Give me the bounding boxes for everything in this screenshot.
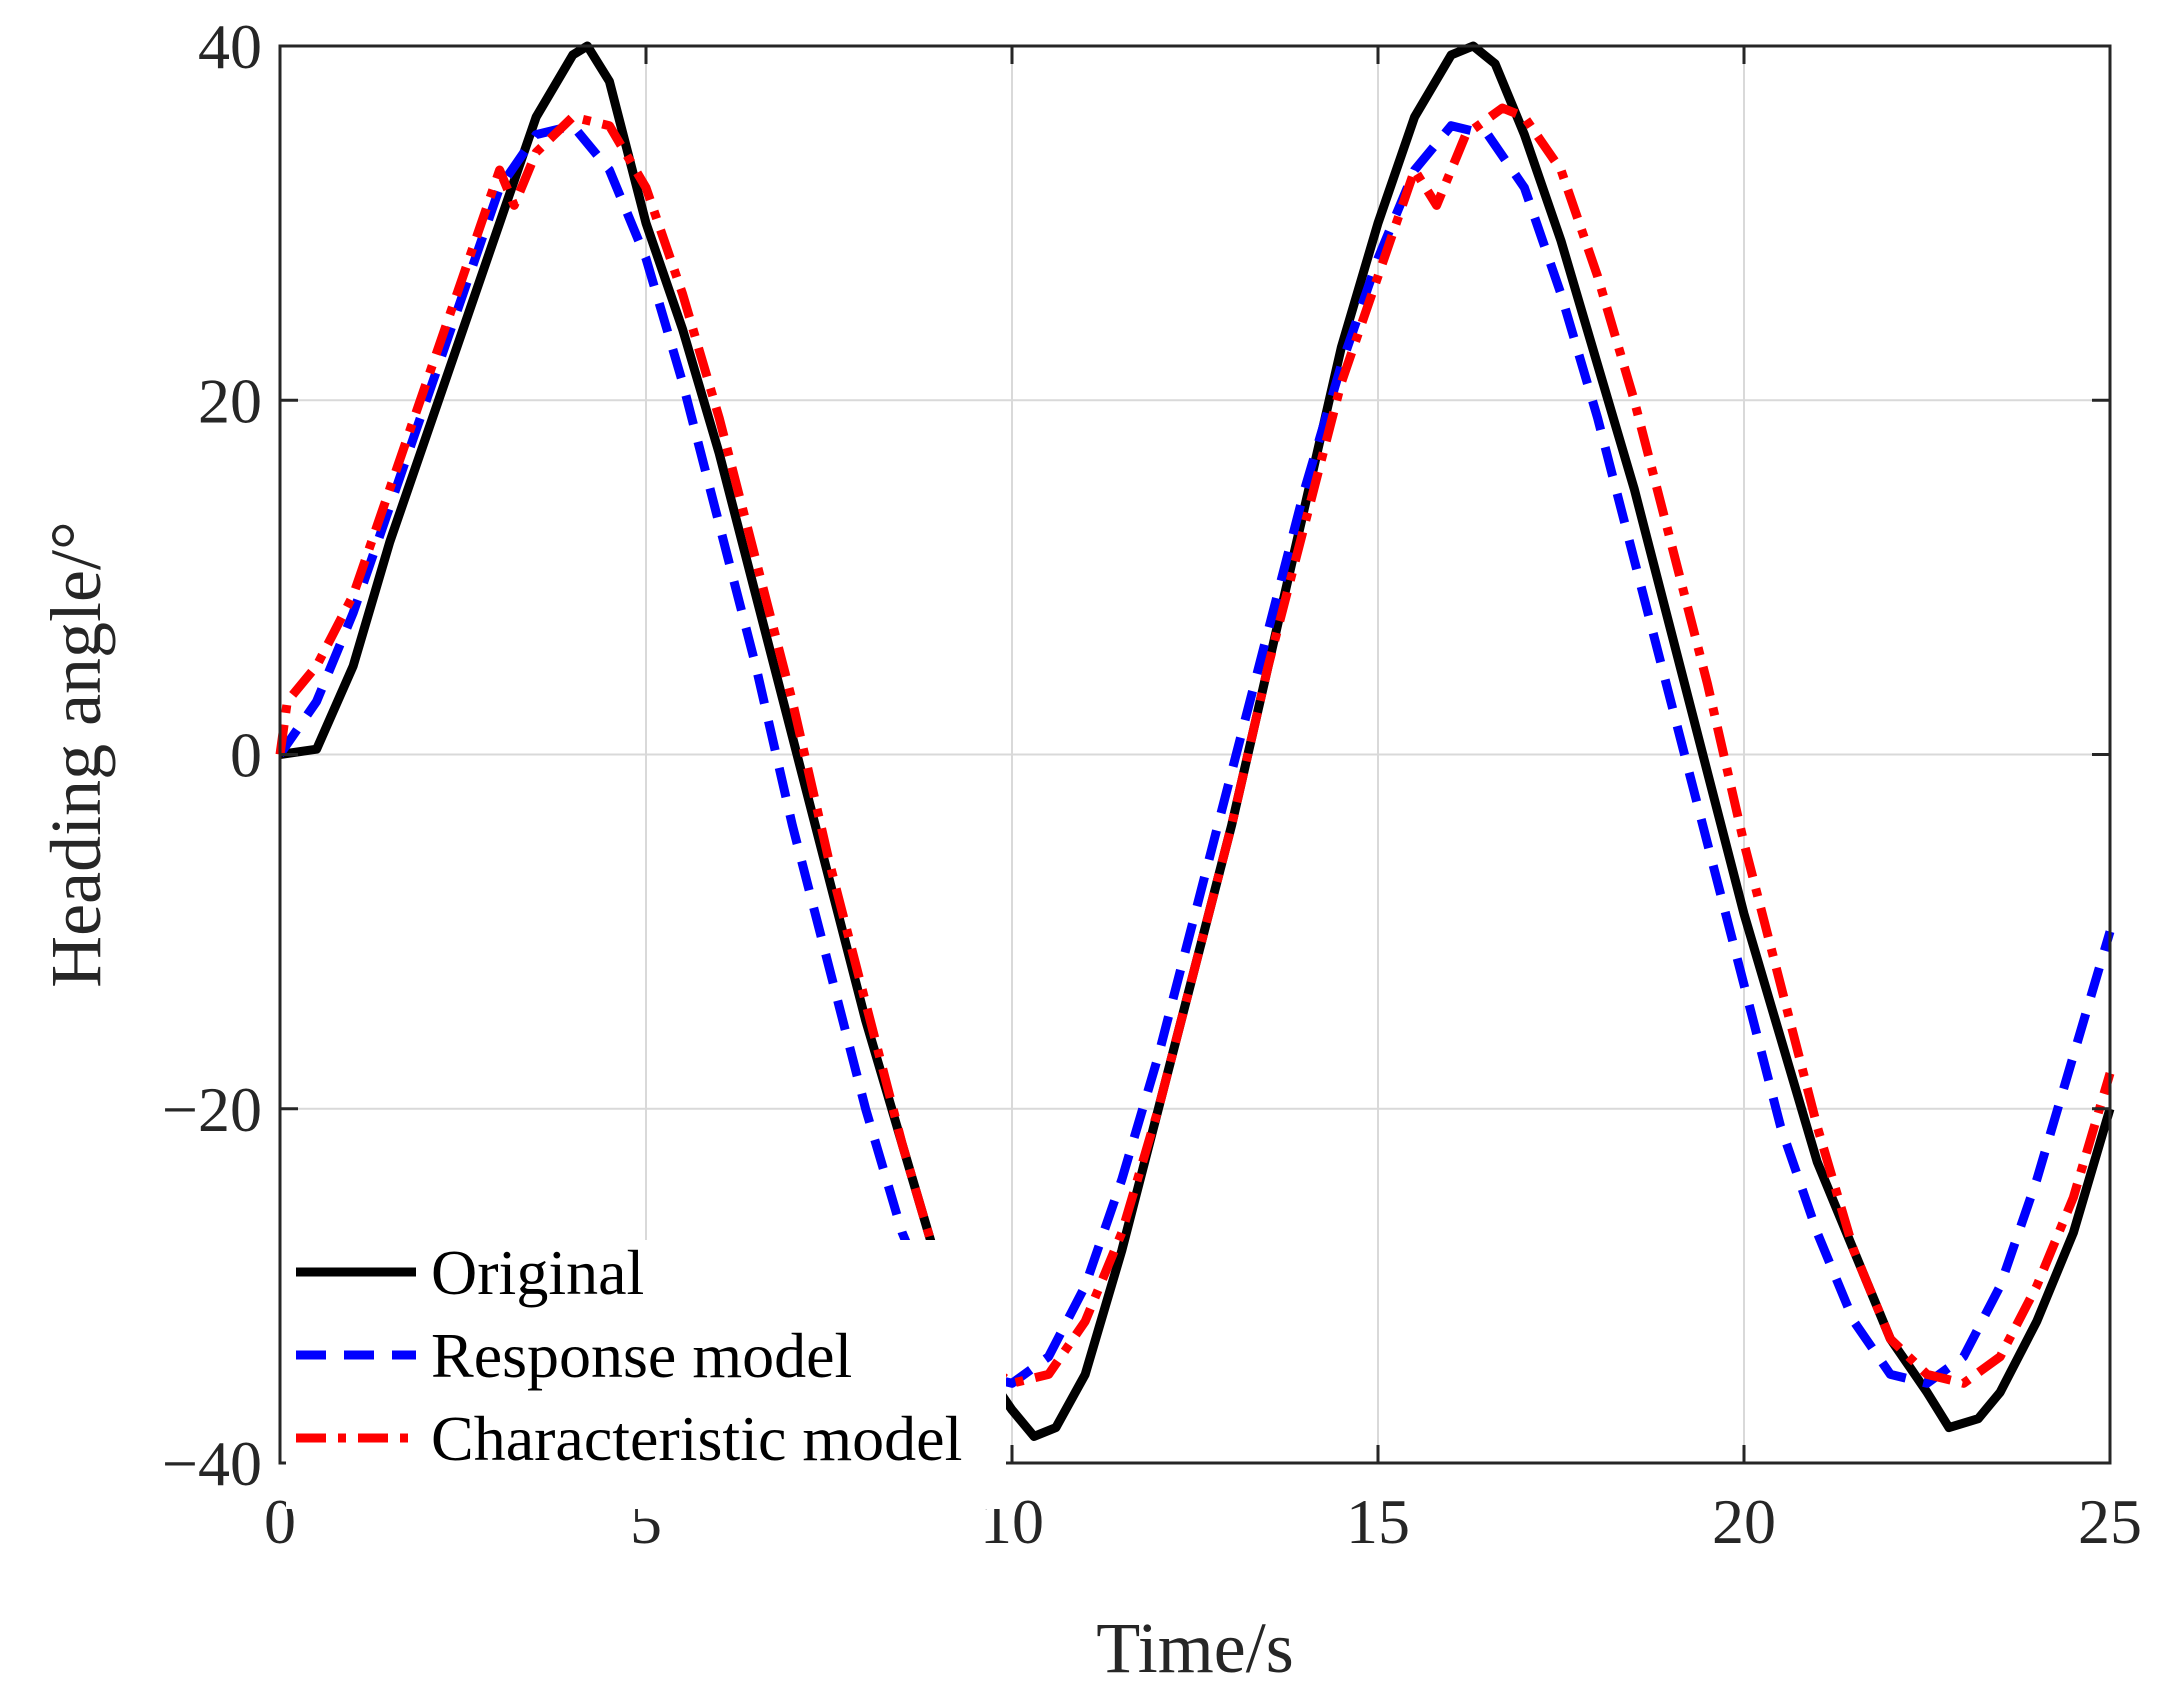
legend: Original Response model Characteristic mod… <box>286 1237 1006 1509</box>
series-line-response-model <box>276 121 2115 1388</box>
x-tick-label: 25 <box>2078 1486 2142 1557</box>
axis-ticks <box>278 44 2112 1465</box>
x-axis-label: Time/s <box>1096 1608 1293 1688</box>
y-tick-label: 40 <box>198 11 262 82</box>
legend-background <box>286 1240 1006 1509</box>
y-tick-label: −40 <box>162 1428 262 1499</box>
legend-label-characteristic-model: Characteristic model <box>431 1403 962 1474</box>
x-tick-label: 20 <box>1712 1486 1776 1557</box>
y-tick-label: 20 <box>198 365 262 436</box>
y-tick-label: −20 <box>162 1074 262 1145</box>
x-tick-label: 15 <box>1346 1486 1410 1557</box>
y-axis-label: Heading angle/° <box>36 521 116 988</box>
legend-label-response-model: Response model <box>431 1320 852 1391</box>
legend-label-original: Original <box>431 1237 644 1308</box>
y-tick-label: 0 <box>230 720 262 791</box>
series-line-characteristic-model <box>275 103 2115 1388</box>
